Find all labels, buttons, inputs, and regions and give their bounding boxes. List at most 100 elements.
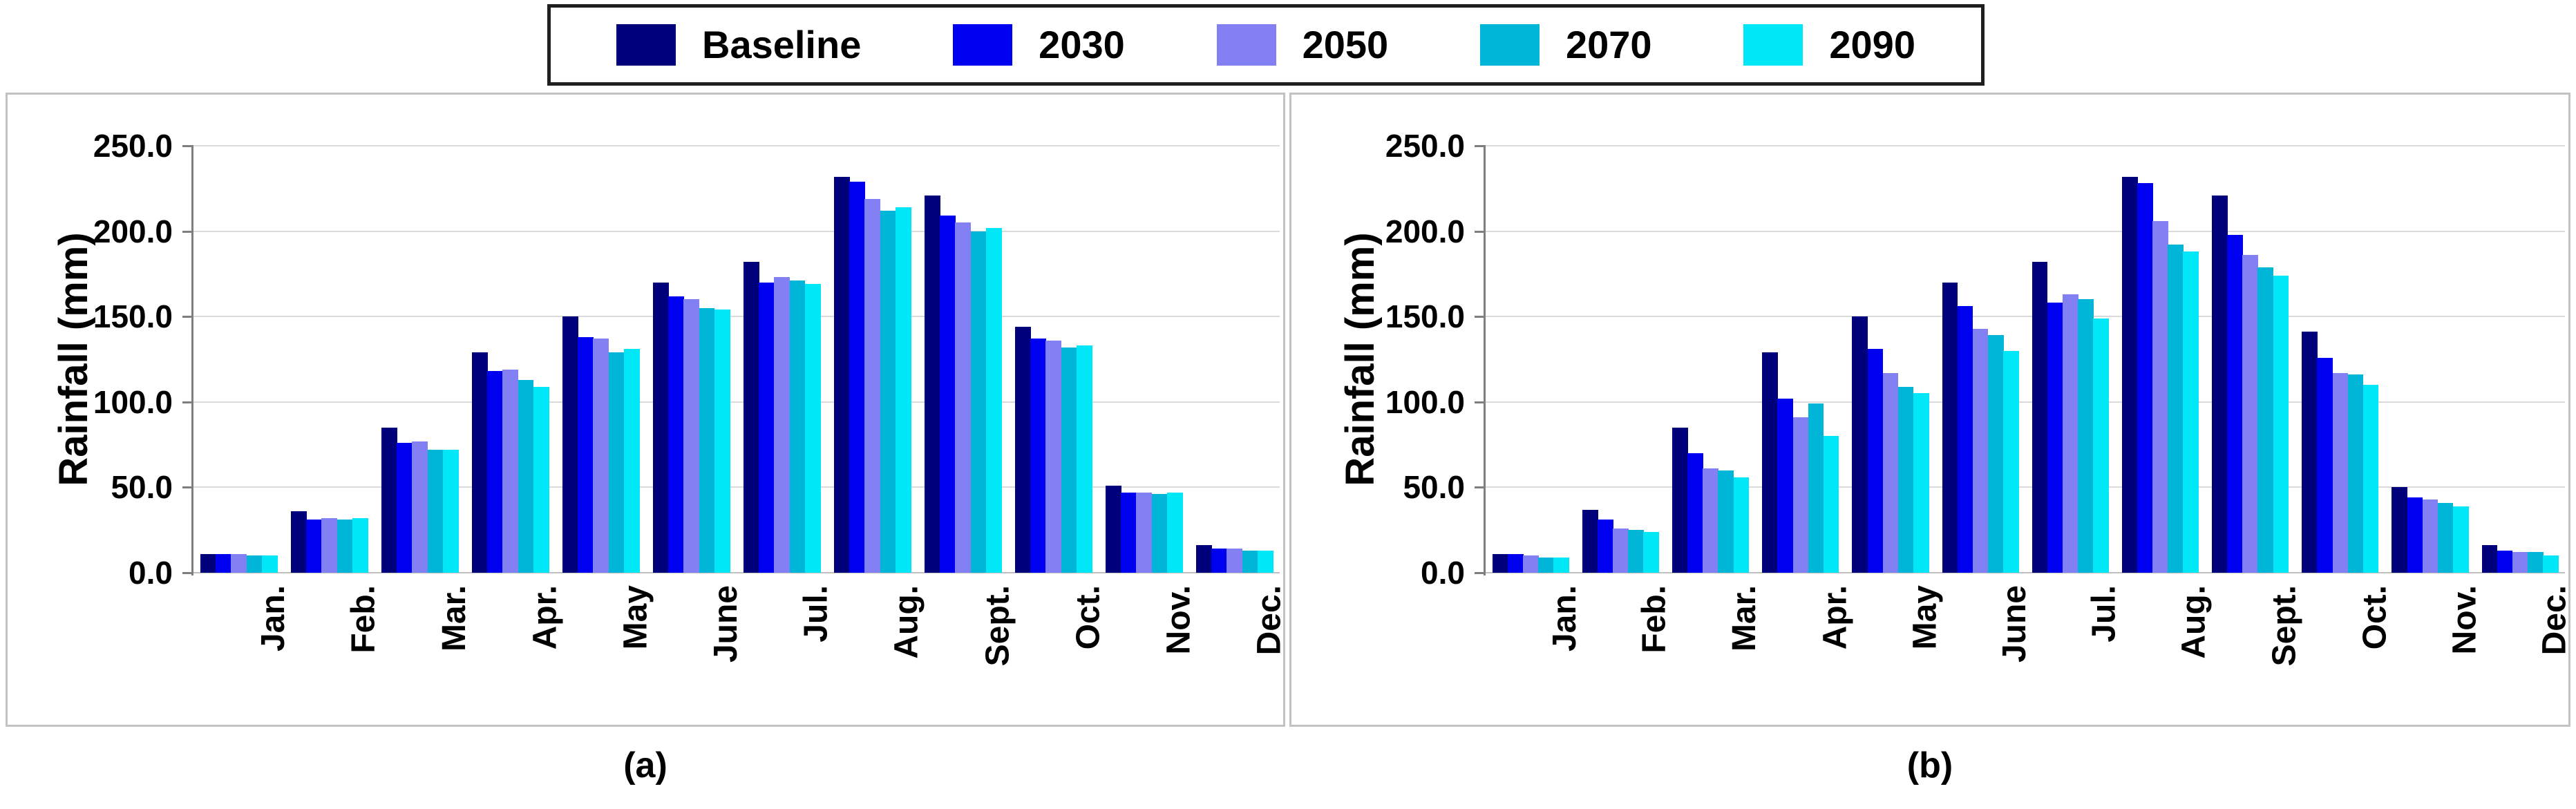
bar-a-jul-2090 <box>804 284 821 573</box>
bar-b-oct-2030 <box>2317 357 2333 573</box>
y-tick-mark <box>1475 486 1486 489</box>
bar-a-jan-2050 <box>231 553 247 573</box>
bar-a-may-baseline <box>562 316 578 573</box>
x-tick-label-jul: Jul. <box>797 585 835 643</box>
bar-b-jul-baseline <box>2032 262 2048 573</box>
bar-a-nov-2050 <box>1136 492 1153 573</box>
bar-a-jan-2070 <box>246 555 263 573</box>
x-tick-label-mar: Mar. <box>435 585 473 652</box>
x-tick-label-nov: Nov. <box>2446 585 2483 655</box>
x-tick-label-jan: Jan. <box>1546 585 1584 652</box>
gridline-50 <box>193 486 1280 488</box>
bar-b-mar-2070 <box>1718 470 1734 573</box>
bar-b-mar-2050 <box>1703 468 1718 573</box>
bar-a-may-2070 <box>608 352 625 573</box>
plot-area-b <box>1486 145 2565 573</box>
bar-b-may-2050 <box>1882 372 1899 573</box>
x-tick-label-jul: Jul. <box>2085 585 2123 643</box>
bar-a-june-baseline <box>652 282 669 573</box>
x-tick-label-feb: Feb. <box>345 585 382 654</box>
bar-b-mar-2090 <box>1733 477 1750 573</box>
bar-a-sept-2050 <box>955 222 972 573</box>
y-axis-title: Rainfall (mm) <box>51 232 96 486</box>
x-tick-label-sept: Sept. <box>978 585 1016 667</box>
bar-b-jul-2090 <box>2093 318 2109 573</box>
bar-a-oct-2090 <box>1076 345 1092 573</box>
gridline-100 <box>1486 401 2565 403</box>
y-axis-line <box>1484 146 1486 575</box>
gridline-100 <box>193 401 1280 403</box>
legend-swatch-2030 <box>953 24 1013 66</box>
x-tick-label-apr: Apr. <box>1816 585 1853 650</box>
bar-a-nov-baseline <box>1105 485 1121 573</box>
chart-panel-b: 0.0 50.0 100.0 150.0 200.0 250.0 Rainfall (mm)… <box>1289 93 2573 727</box>
y-tick-mark <box>1475 230 1486 233</box>
caption-b: (b) <box>1906 745 1953 786</box>
y-tick-label: 50.0 <box>111 469 173 506</box>
bar-a-feb-2090 <box>352 517 368 573</box>
bar-b-may-2070 <box>1897 386 1914 573</box>
gridline-150 <box>1486 316 2565 318</box>
bar-a-dec-2070 <box>1242 550 1258 573</box>
x-tick-label-nov: Nov. <box>1159 585 1197 655</box>
bar-a-june-2090 <box>714 310 730 573</box>
bar-a-apr-2030 <box>487 371 503 573</box>
bar-a-apr-2090 <box>533 386 549 573</box>
y-tick-label: 100.0 <box>93 383 173 420</box>
gridline-50 <box>1486 486 2565 488</box>
y-tick-label: 0.0 <box>129 555 173 591</box>
bar-a-sept-2030 <box>940 216 956 573</box>
bar-a-apr-2050 <box>502 369 519 573</box>
legend-entry-2050: 2050 <box>1216 24 1388 66</box>
bar-b-dec-2090 <box>2543 555 2559 573</box>
y-tick-mark <box>1475 572 1486 574</box>
gridline-200 <box>193 230 1280 232</box>
bar-a-dec-2090 <box>1257 550 1273 573</box>
bar-b-nov-baseline <box>2392 487 2408 573</box>
bar-b-mar-2030 <box>1687 453 1703 573</box>
bar-b-aug-baseline <box>2121 176 2138 573</box>
y-tick-label: 250.0 <box>1385 128 1465 164</box>
bar-a-mar-2070 <box>427 450 444 573</box>
bar-a-dec-baseline <box>1195 545 1212 573</box>
x-tick-label-may: May <box>616 585 654 650</box>
x-tick-label-dec: Dec. <box>2536 585 2573 656</box>
bar-a-jan-2090 <box>261 555 278 573</box>
bar-b-feb-baseline <box>1582 509 1598 573</box>
plot-area-a <box>193 145 1280 573</box>
bar-a-jul-2050 <box>774 277 790 573</box>
bar-a-aug-2050 <box>864 198 881 573</box>
bar-b-jul-2070 <box>2078 299 2094 573</box>
bar-a-mar-baseline <box>381 427 397 573</box>
x-tick-label-dec: Dec. <box>1250 585 1287 656</box>
legend-swatch-2090 <box>1743 24 1803 66</box>
x-tick-label-june: June <box>1996 585 2033 663</box>
y-axis-line <box>191 146 193 575</box>
bar-a-oct-baseline <box>1014 327 1031 573</box>
bar-a-jul-2030 <box>759 282 775 573</box>
bar-b-apr-2050 <box>1792 417 1809 573</box>
x-tick-label-apr: Apr. <box>526 585 563 650</box>
bar-a-may-2090 <box>623 349 640 573</box>
bar-b-aug-2070 <box>2168 245 2184 573</box>
bar-a-aug-2090 <box>895 207 911 573</box>
gridline-250 <box>1486 145 2565 146</box>
bar-b-sept-2050 <box>2242 255 2258 573</box>
bar-b-dec-2070 <box>2527 552 2544 573</box>
x-tick-label-aug: Aug. <box>2175 585 2213 659</box>
bar-b-may-2030 <box>1867 349 1884 573</box>
bar-a-aug-2070 <box>880 210 896 573</box>
bar-a-aug-2030 <box>849 181 865 573</box>
y-tick-mark <box>182 572 193 574</box>
bar-b-may-2090 <box>1913 393 1929 573</box>
bar-b-dec-2030 <box>2497 550 2513 573</box>
bar-b-oct-2070 <box>2347 374 2364 573</box>
legend-entry-2070: 2070 <box>1479 24 1652 66</box>
y-tick-label: 200.0 <box>93 213 173 249</box>
gridline-150 <box>193 316 1280 318</box>
legend-label: Baseline <box>702 23 862 66</box>
x-tick-label-jan: Jan. <box>254 585 292 652</box>
bar-b-nov-2090 <box>2452 506 2469 573</box>
bar-b-mar-baseline <box>1672 427 1688 573</box>
